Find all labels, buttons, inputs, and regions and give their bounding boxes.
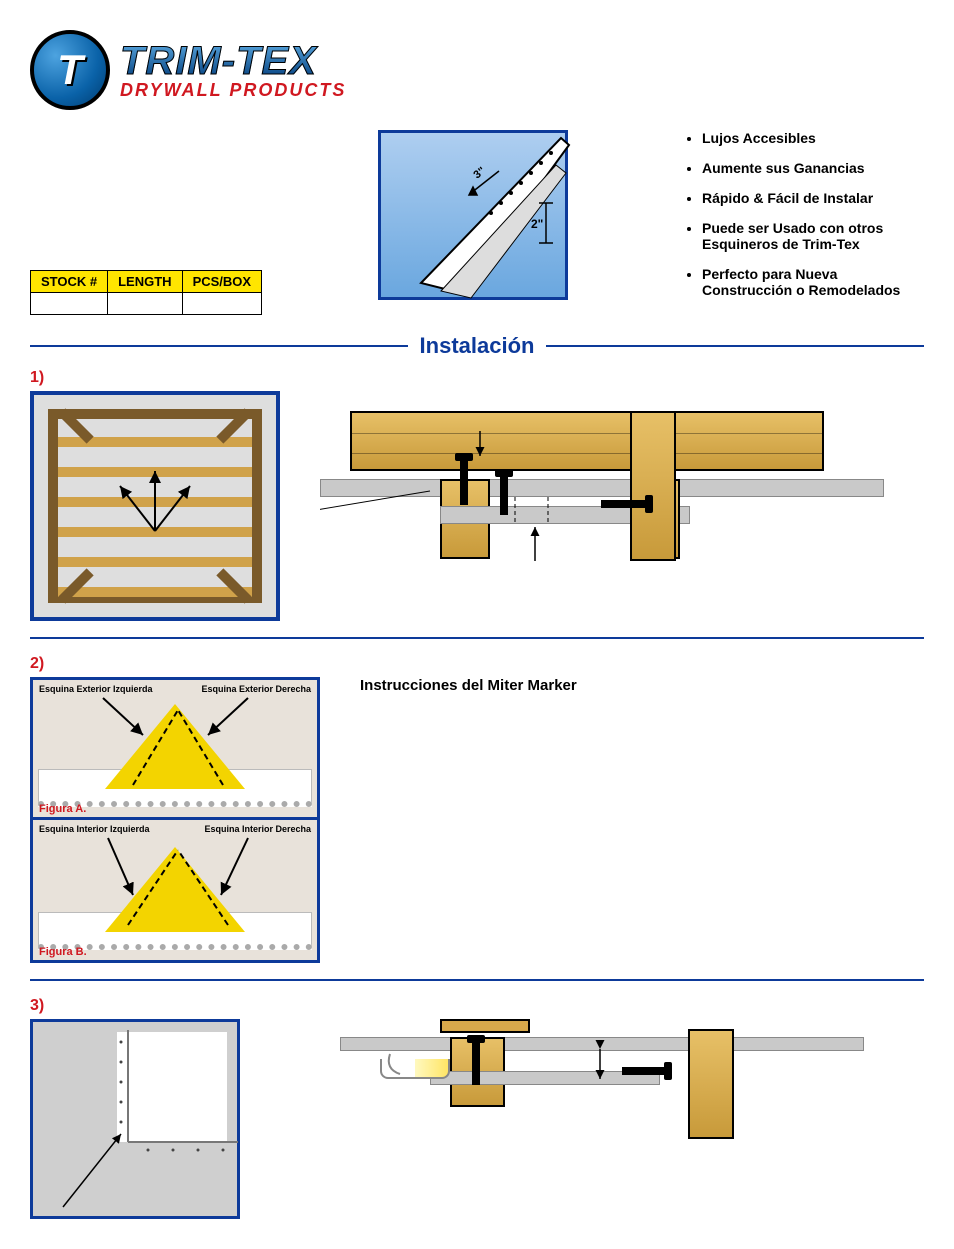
product-svg: 3" 2" xyxy=(381,133,571,303)
feature-item: Perfecto para Nueva Construcción o Remod… xyxy=(702,266,924,298)
stock-table-block: STOCK # LENGTH PCS/BOX xyxy=(30,270,262,315)
figB-caption: Figura B. xyxy=(39,946,87,958)
logo: T TRIM-TEX DRYWALL PRODUCTS xyxy=(30,30,924,110)
feature-list: Lujos Accesibles Aumente sus Ganancias R… xyxy=(684,130,924,312)
step-1 xyxy=(30,391,924,621)
step-number-3: 3) xyxy=(30,997,924,1015)
feature-item: Rápido & Fácil de Instalar xyxy=(702,190,924,206)
feature-item: Aumente sus Ganancias xyxy=(702,160,924,176)
callout-lines xyxy=(320,391,880,591)
step-3 xyxy=(30,1019,924,1219)
miter-heading: Instrucciones del Miter Marker xyxy=(360,677,577,694)
section-divider: Instalación xyxy=(30,333,924,359)
step-number-1: 1) xyxy=(30,369,924,387)
logo-text: TRIM-TEX DRYWALL PRODUCTS xyxy=(120,41,346,99)
col-pcs: PCS/BOX xyxy=(182,271,262,293)
figB-arrows xyxy=(33,820,323,960)
feature-item: Lujos Accesibles xyxy=(702,130,924,146)
feature-item: Puede ser Usado con otros Esquineros de … xyxy=(702,220,924,252)
cross-section-3 xyxy=(300,1019,924,1159)
product-measure-top: 3" xyxy=(471,165,487,181)
stock-table: STOCK # LENGTH PCS/BOX xyxy=(30,270,262,315)
col-stock: STOCK # xyxy=(31,271,108,293)
miter-marker-panel: Esquina Exterior Izquierda Esquina Exter… xyxy=(30,677,320,963)
logo-mark: T xyxy=(30,30,110,110)
product-illustration: 3" 2" xyxy=(378,130,568,300)
figA-caption: Figura A. xyxy=(39,803,86,815)
logo-main: TRIM-TEX xyxy=(120,41,346,81)
logo-letter: T xyxy=(57,46,83,94)
callout-3 xyxy=(300,1019,770,1159)
corner-diagram xyxy=(30,1019,240,1219)
framing-diagram xyxy=(30,391,280,621)
step-number-2: 2) xyxy=(30,655,924,673)
step-2: Esquina Exterior Izquierda Esquina Exter… xyxy=(30,677,924,963)
figure-a: Esquina Exterior Izquierda Esquina Exter… xyxy=(33,680,317,820)
step2-text: Instrucciones del Miter Marker xyxy=(360,677,577,694)
cross-section-1 xyxy=(320,391,924,591)
section-title: Instalación xyxy=(420,333,535,359)
col-length: LENGTH xyxy=(108,271,182,293)
logo-sub: DRYWALL PRODUCTS xyxy=(120,81,346,99)
product-measure-right: 2" xyxy=(531,217,543,231)
figA-arrows xyxy=(33,680,323,820)
figure-b: Esquina Interior Izquierda Esquina Inter… xyxy=(33,820,317,960)
corner-svg xyxy=(33,1022,243,1222)
